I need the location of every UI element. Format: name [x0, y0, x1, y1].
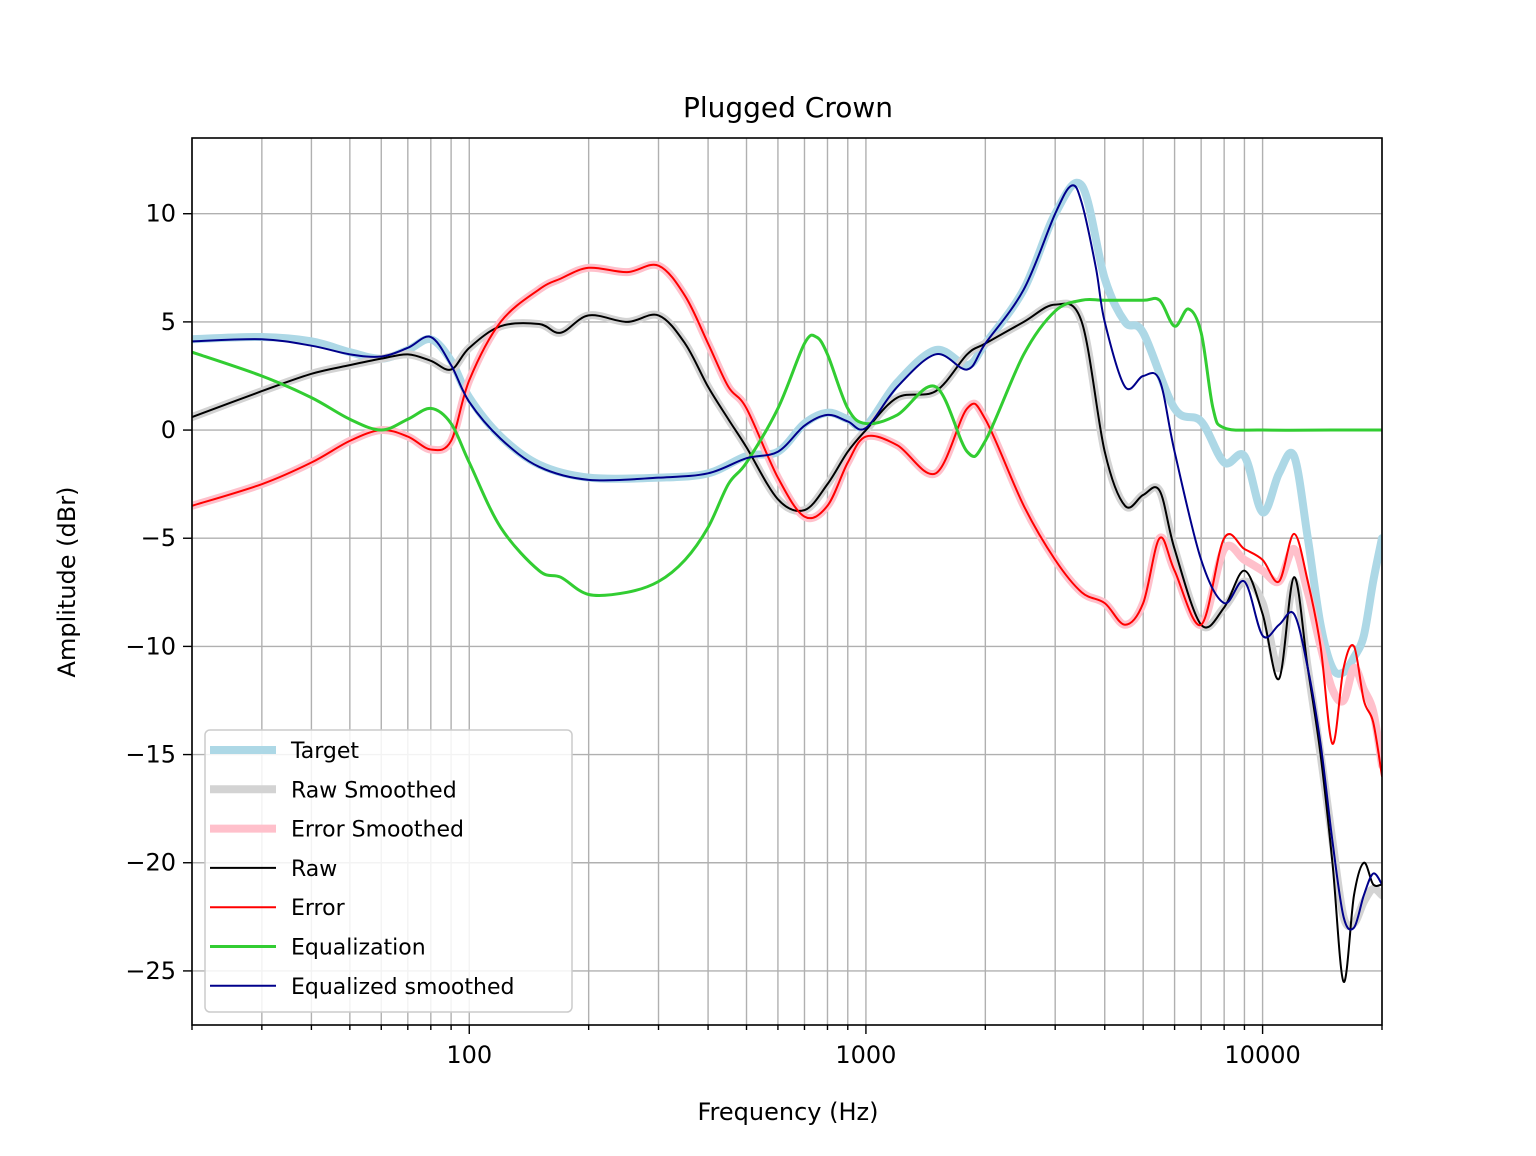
chart-title: Plugged Crown [683, 91, 893, 124]
series-line-target [192, 178, 1382, 678]
series-line-equalization [192, 296, 1382, 598]
y-tick-label: 0 [161, 416, 176, 444]
x-axis-label: Frequency (Hz) [698, 1098, 879, 1126]
plot-frame [191, 137, 1383, 1026]
y-tick-label: −25 [125, 957, 176, 985]
legend: Target Raw Smoothed Error Smoothed Raw Error… [204, 729, 573, 1013]
grid [191, 138, 1383, 1025]
x-tick-label: 10000 [1224, 1041, 1300, 1069]
series-line-raw [192, 302, 1382, 983]
x-tick-label: 1000 [835, 1041, 896, 1069]
legend-label-equalization: Equalization [291, 936, 426, 961]
series-line-equalized-smoothed [192, 184, 1382, 931]
legend-box [204, 729, 573, 1013]
legend-label-target: Target [290, 739, 359, 764]
legend-label-error: Error [291, 896, 346, 921]
series-line-error [192, 263, 1382, 778]
y-tick-label: −15 [125, 741, 176, 769]
ticks: 10 5 0 −5 −10 −15 −20 −25 100 1000 10000 [125, 200, 1383, 1069]
legend-label-error-smoothed: Error Smoothed [291, 818, 464, 843]
y-tick-label: −5 [141, 524, 176, 552]
y-axis-label: Amplitude (dBr) [53, 487, 81, 678]
x-tick-label: 100 [446, 1041, 492, 1069]
legend-label-raw-smoothed: Raw Smoothed [291, 778, 457, 803]
y-tick-label: −20 [125, 849, 176, 877]
legend-label-equalized-smoothed: Equalized smoothed [291, 975, 514, 1000]
series-layer [192, 178, 1382, 983]
y-tick-label: −10 [125, 632, 176, 660]
legend-label-raw: Raw [291, 857, 337, 882]
y-tick-label: 5 [161, 308, 176, 336]
y-tick-label: 10 [145, 200, 176, 228]
